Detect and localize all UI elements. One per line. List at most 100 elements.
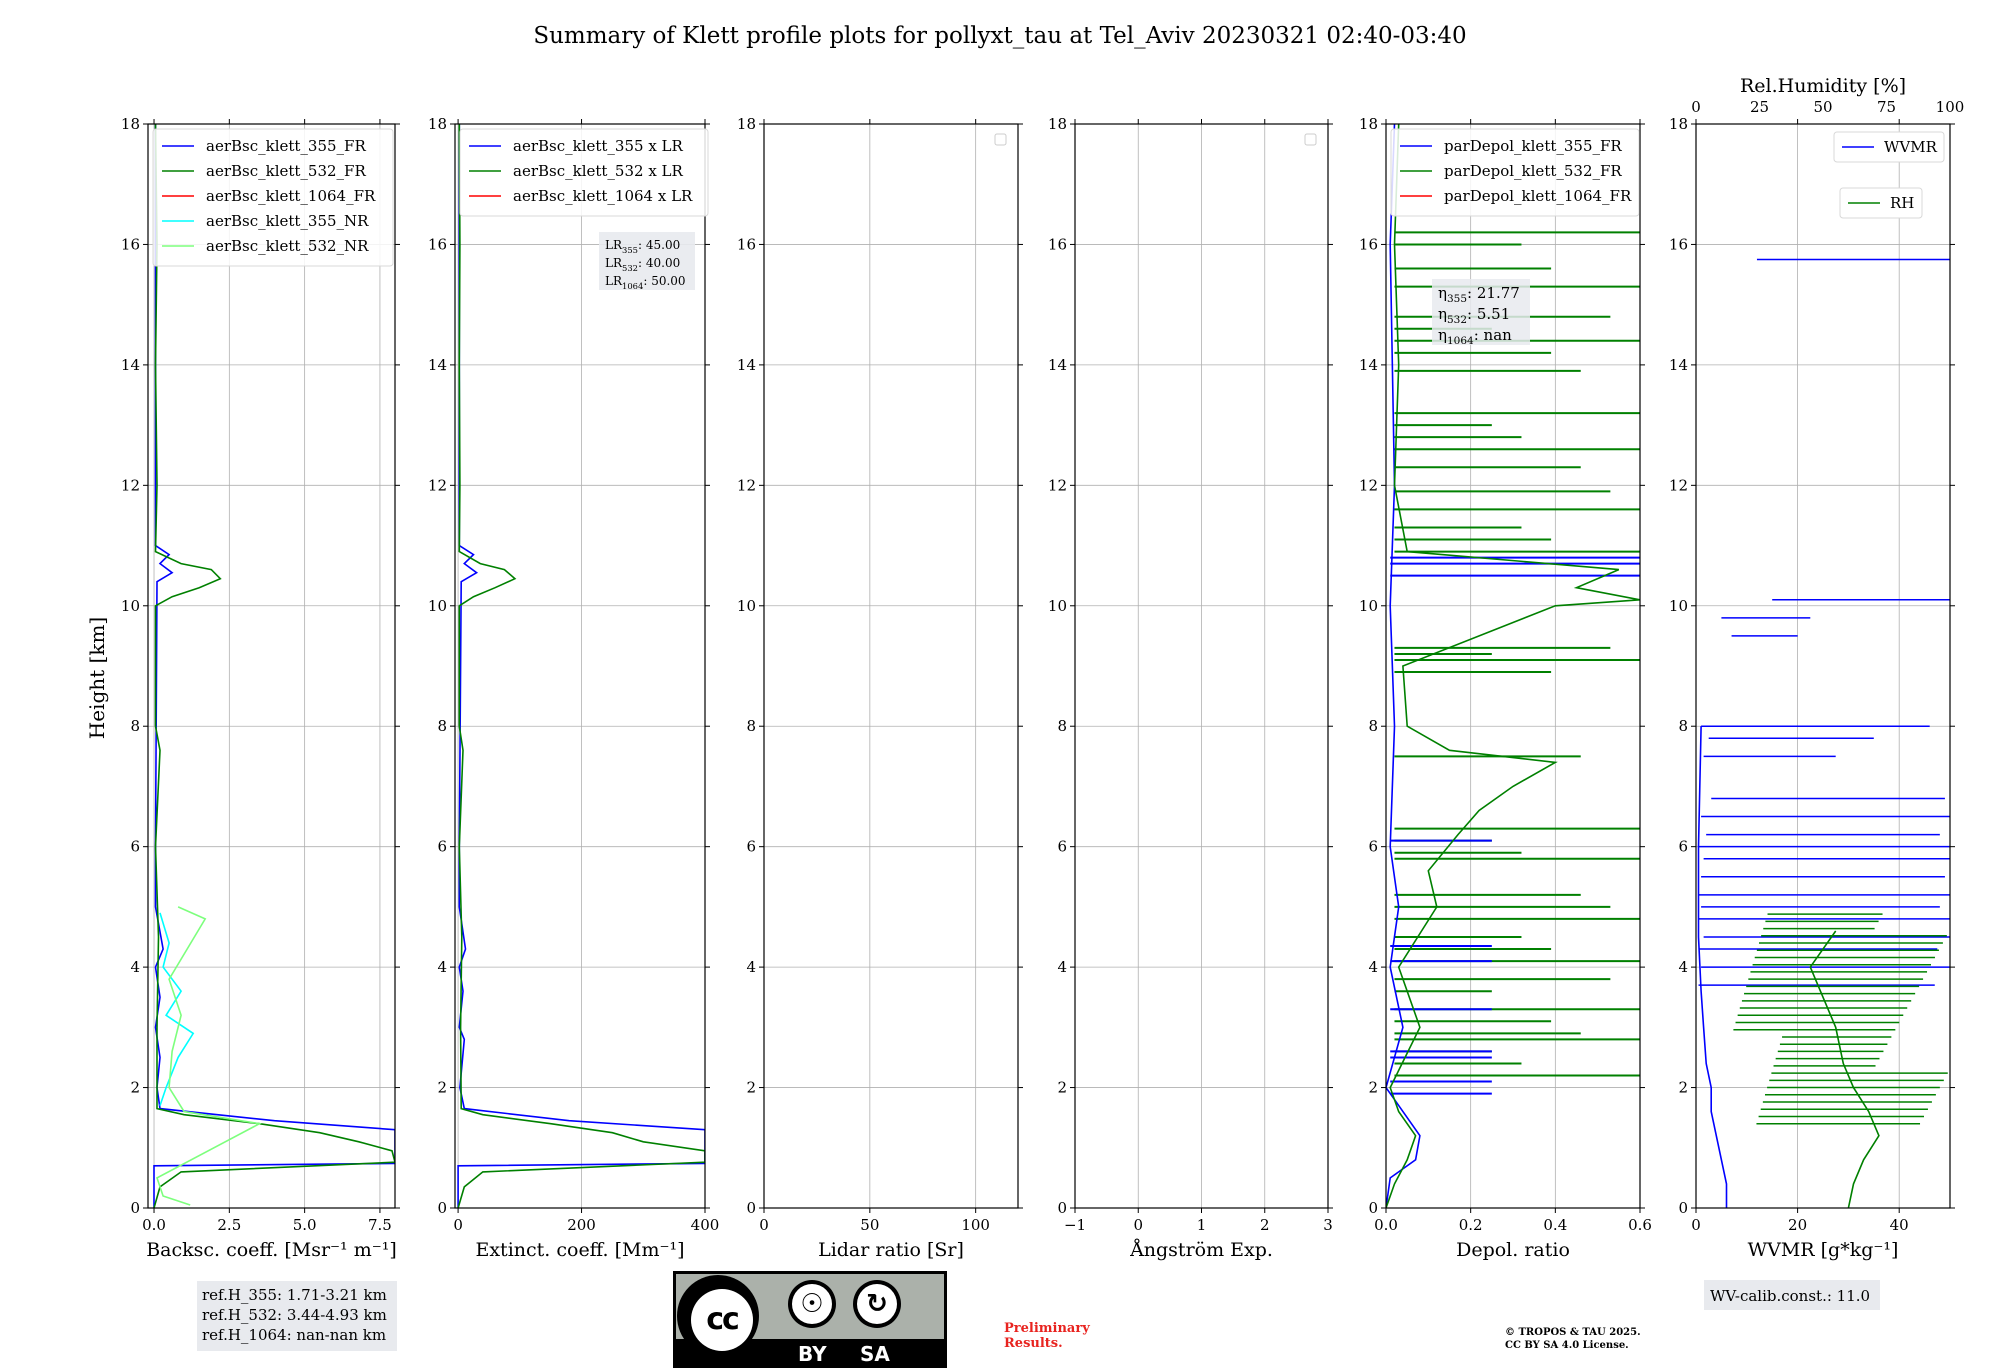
legend-label: RH — [1890, 194, 1914, 212]
top-tick-label: 50 — [1813, 98, 1832, 116]
y-tick-label: 4 — [437, 958, 447, 976]
panel-extinction: 0 2 4 6 8 10 12 14 16 18 0 200 400 Extinct. coeff. [M… — [428, 115, 719, 1261]
x-tick-label: 5.0 — [293, 1216, 317, 1234]
legend-label: WVMR — [1884, 138, 1938, 156]
figure-title: Summary of Klett profile plots for polly… — [533, 23, 1466, 49]
x-tick-label: 0 — [759, 1216, 769, 1234]
plot-area — [1696, 124, 1950, 1208]
wv-calib-text: WV-calib.const.: 11.0 — [1710, 1287, 1870, 1305]
x-tick-label: 0.6 — [1628, 1216, 1652, 1234]
y-tick-label: 0 — [1368, 1199, 1378, 1217]
series-parDepol_klett_355_FR — [1386, 124, 1421, 1208]
y-tick-label: 18 — [1048, 115, 1067, 133]
series-aerBsc_klett_532_FR — [153, 124, 395, 1208]
preliminary-line-1: Preliminary — [1004, 1321, 1090, 1336]
legend-box — [459, 128, 709, 217]
series-WVMR — [1697, 726, 1728, 1208]
data-layer — [153, 124, 395, 1208]
refh-text: ref.H_532: 3.44-4.93 km — [202, 1306, 387, 1324]
legend-label: parDepol_klett_532_FR — [1444, 162, 1622, 180]
y-tick-label: 2 — [130, 1079, 140, 1097]
x-tick-label: 3 — [1323, 1216, 1333, 1234]
y-tick-label: 12 — [121, 476, 140, 494]
x-tick-label: 100 — [961, 1216, 990, 1234]
eta-box — [1432, 279, 1530, 345]
y-tick-label: 18 — [428, 115, 447, 133]
y-tick-label: 14 — [737, 356, 756, 374]
plot-area — [148, 124, 395, 1208]
x-tick-label: 0.0 — [1374, 1216, 1398, 1234]
x-tick-label: 0 — [1133, 1216, 1143, 1234]
lr-box — [599, 232, 695, 290]
cc-license-badge: cc ☉ ↻ BY SA — [673, 1271, 947, 1368]
y-tick-label: 0 — [746, 1199, 756, 1217]
y-tick-label: 2 — [1368, 1079, 1378, 1097]
y-tick-label: 12 — [1359, 476, 1378, 494]
y-tick-label: 2 — [746, 1079, 756, 1097]
legend-label: parDepol_klett_355_FR — [1444, 137, 1622, 155]
y-tick-label: 18 — [737, 115, 756, 133]
plot-frame — [147, 123, 396, 1209]
lr-text: LR532: 40.00 — [605, 256, 680, 273]
copyright-line-2: CC BY SA 4.0 License. — [1505, 1340, 1629, 1351]
refh-text: ref.H_1064: nan-nan km — [202, 1326, 386, 1344]
y-tick-label: 14 — [121, 356, 140, 374]
cc-ring: cc — [677, 1275, 759, 1357]
y-axis-label: Height [km] — [85, 617, 109, 739]
cc-logo-icon: cc — [691, 1289, 753, 1351]
y-tick-label: 12 — [1048, 476, 1067, 494]
panel-lidar_ratio: 0 2 4 6 8 10 12 14 16 18 0 50 100 Lidar ratio [Sr] — [737, 115, 1023, 1261]
y-tick-label: 0 — [1678, 1199, 1688, 1217]
legend-box — [1839, 187, 1923, 219]
y-tick-label: 8 — [746, 717, 756, 735]
top-tick-label: 25 — [1750, 98, 1769, 116]
x-axis-label: Extinct. coeff. [Mm⁻¹] — [475, 1239, 684, 1261]
series-parDepol_klett_532_FR — [1386, 124, 1640, 1208]
y-tick-label: 6 — [1368, 838, 1378, 856]
y-tick-label: 0 — [437, 1199, 447, 1217]
y-tick-label: 10 — [121, 597, 140, 615]
panel-backscatter: 0 2 4 6 8 10 12 14 16 18 0.0 2.5 5.0 7.5 Backsc. coeff… — [121, 115, 400, 1351]
y-tick-label: 4 — [1368, 958, 1378, 976]
x-axis-label: Ångström Exp. — [1129, 1239, 1273, 1261]
series-aerBsc_klett_532 x LR — [457, 124, 705, 1208]
data-layer — [1697, 258, 1950, 1208]
cc-sa-label: SA — [860, 1342, 890, 1366]
plot-frame — [1385, 123, 1641, 1209]
wv-calib-box — [1704, 1280, 1880, 1310]
x-tick-label: 400 — [691, 1216, 720, 1234]
legend-label: aerBsc_klett_532_NR — [206, 237, 369, 255]
x-tick-label: 7.5 — [368, 1216, 392, 1234]
y-tick-label: 4 — [1678, 958, 1688, 976]
person-icon: ☉ — [788, 1280, 836, 1328]
y-tick-label: 10 — [1359, 597, 1378, 615]
series-aerBsc_klett_532_NR — [156, 906, 262, 1206]
extra-annotations: Preliminary Results. © TROPOS & TAU 2025… — [1004, 1321, 1641, 1351]
x-tick-label: 20 — [1788, 1216, 1807, 1234]
y-tick-label: 16 — [1359, 235, 1378, 253]
y-tick-label: 4 — [130, 958, 140, 976]
x-tick-label: 1 — [1197, 1216, 1207, 1234]
legend-label: aerBsc_klett_355 x LR — [513, 137, 684, 155]
top-tick-label: 0 — [1691, 98, 1701, 116]
y-tick-label: 2 — [437, 1079, 447, 1097]
y-tick-label: 10 — [428, 597, 447, 615]
x-axis-label: Backsc. coeff. [Msr⁻¹ m⁻¹] — [146, 1239, 397, 1261]
x-tick-label: 0 — [453, 1216, 463, 1234]
x-tick-label: 40 — [1890, 1216, 1909, 1234]
refh-text: ref.H_355: 1.71-3.21 km — [202, 1286, 387, 1304]
y-tick-label: 18 — [1359, 115, 1378, 133]
y-tick-label: 10 — [737, 597, 756, 615]
plot-frame — [1695, 123, 1951, 1209]
legend-box — [1390, 128, 1640, 217]
y-tick-label: 6 — [1057, 838, 1067, 856]
y-tick-label: 6 — [746, 838, 756, 856]
legend-label: aerBsc_klett_532 x LR — [513, 162, 684, 180]
legend-label: parDepol_klett_1064_FR — [1444, 187, 1632, 205]
y-tick-label: 2 — [1057, 1079, 1067, 1097]
y-tick-label: 8 — [1057, 717, 1067, 735]
legend-box — [152, 128, 394, 267]
